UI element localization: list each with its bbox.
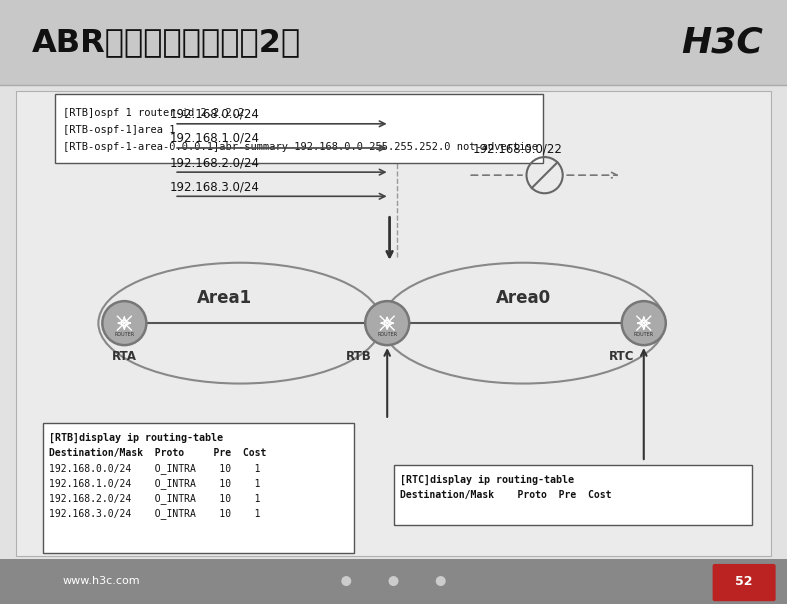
Text: 192.168.1.0/24: 192.168.1.0/24 bbox=[169, 132, 259, 145]
Text: ABR上路由聚合示例（2）: ABR上路由聚合示例（2） bbox=[31, 27, 301, 58]
Text: 192.168.2.0/24: 192.168.2.0/24 bbox=[169, 156, 259, 169]
Text: www.h3c.com: www.h3c.com bbox=[63, 576, 141, 586]
Bar bbox=[43, 423, 354, 553]
Text: 192.168.3.0/24: 192.168.3.0/24 bbox=[169, 181, 259, 193]
Bar bbox=[0, 0, 787, 85]
Text: 192.168.0.0/24: 192.168.0.0/24 bbox=[169, 108, 259, 121]
Text: Destination/Mask    Proto  Pre  Cost: Destination/Mask Proto Pre Cost bbox=[400, 490, 611, 500]
Circle shape bbox=[622, 301, 666, 345]
Bar bbox=[16, 91, 771, 556]
Text: ROUTER: ROUTER bbox=[634, 332, 654, 336]
Text: RTB: RTB bbox=[346, 350, 372, 363]
Circle shape bbox=[389, 576, 398, 586]
Circle shape bbox=[102, 301, 146, 345]
Text: 192.168.2.0/24    O_INTRA    10    1: 192.168.2.0/24 O_INTRA 10 1 bbox=[50, 493, 260, 504]
Text: [RTB-ospf-1]area 1: [RTB-ospf-1]area 1 bbox=[63, 124, 176, 135]
Text: Area1: Area1 bbox=[197, 289, 252, 307]
Text: 192.168.3.0/24    O_INTRA    10    1: 192.168.3.0/24 O_INTRA 10 1 bbox=[50, 508, 260, 519]
Bar bbox=[55, 94, 543, 163]
Text: Area0: Area0 bbox=[496, 289, 551, 307]
Text: [RTB]display ip routing-table: [RTB]display ip routing-table bbox=[50, 433, 224, 443]
Text: RTC: RTC bbox=[609, 350, 634, 363]
Text: 192.168.0.0/22: 192.168.0.0/22 bbox=[472, 143, 562, 156]
Text: 192.168.1.0/24    O_INTRA    10    1: 192.168.1.0/24 O_INTRA 10 1 bbox=[50, 478, 260, 489]
Bar bbox=[0, 559, 787, 604]
Bar bbox=[394, 465, 752, 525]
Text: ROUTER: ROUTER bbox=[114, 332, 135, 336]
Circle shape bbox=[342, 576, 351, 586]
Text: 52: 52 bbox=[735, 574, 752, 588]
Text: RTA: RTA bbox=[112, 350, 137, 363]
Text: 192.168.0.0/24    O_INTRA    10    1: 192.168.0.0/24 O_INTRA 10 1 bbox=[50, 463, 260, 474]
Text: ROUTER: ROUTER bbox=[377, 332, 397, 336]
Text: [RTB]ospf 1 router-id 2.2.2.2: [RTB]ospf 1 router-id 2.2.2.2 bbox=[63, 108, 244, 118]
Text: [RTB-ospf-1-area-0.0.0.1]abr-summary 192.168.0.0 255.255.252.0 not-advertise: [RTB-ospf-1-area-0.0.0.1]abr-summary 192… bbox=[63, 141, 538, 152]
FancyBboxPatch shape bbox=[712, 564, 776, 601]
Text: [RTC]display ip routing-table: [RTC]display ip routing-table bbox=[400, 475, 574, 486]
Circle shape bbox=[365, 301, 409, 345]
Text: Destination/Mask  Proto     Pre  Cost: Destination/Mask Proto Pre Cost bbox=[50, 448, 267, 458]
Text: H3C: H3C bbox=[682, 25, 763, 59]
Circle shape bbox=[436, 576, 445, 586]
